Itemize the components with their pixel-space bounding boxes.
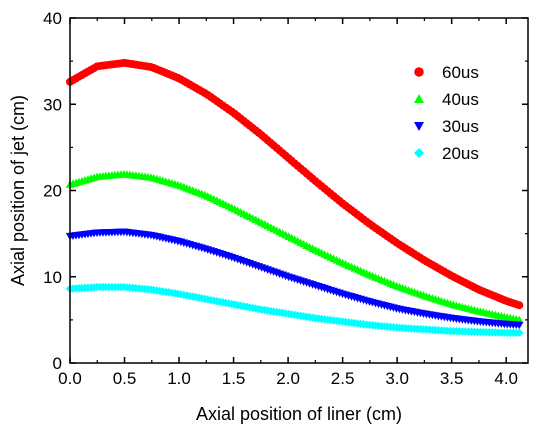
y-tick-label: 20 <box>43 182 62 201</box>
data-point <box>515 328 524 338</box>
axes: 0.0 0.5 1.0 1.5 2.0 2.5 3.0 3.5 4.0 0 10 20 30 40 <box>43 9 529 388</box>
plot-area <box>65 58 524 338</box>
x-tick-label: 4.0 <box>494 369 518 388</box>
y-tick-label: 0 <box>53 354 62 373</box>
series-60us <box>66 58 524 310</box>
legend-label: 30us <box>442 117 479 136</box>
legend-item: 40us <box>414 90 479 109</box>
legend-label: 40us <box>442 90 479 109</box>
x-tick-label: 1.0 <box>167 369 191 388</box>
x-tick-label: 0.0 <box>58 369 82 388</box>
x-tick-label: 3.0 <box>385 369 409 388</box>
data-point <box>515 321 524 330</box>
legend-marker <box>414 148 424 158</box>
x-tick-label: 2.5 <box>331 369 355 388</box>
legend-item: 60us <box>414 63 479 82</box>
legend: 60us 40us 30us 20us <box>414 63 479 163</box>
x-tick-label: 1.5 <box>222 369 246 388</box>
data-point <box>515 301 524 310</box>
y-tick-label: 40 <box>43 9 62 28</box>
y-tick-label: 10 <box>43 268 62 287</box>
series-20us <box>65 282 524 338</box>
x-tick-label: 3.5 <box>440 369 464 388</box>
legend-label: 20us <box>442 144 479 163</box>
x-tick-label: 0.5 <box>113 369 137 388</box>
series-30us <box>65 228 524 330</box>
y-tick-label: 30 <box>43 95 62 114</box>
x-tick-label: 2.0 <box>276 369 300 388</box>
legend-marker <box>414 122 424 131</box>
legend-marker <box>414 67 424 77</box>
legend-marker <box>414 94 424 103</box>
legend-item: 20us <box>414 144 479 163</box>
legend-label: 60us <box>442 63 479 82</box>
series-40us <box>65 169 524 324</box>
x-axis-title: Axial position of liner (cm) <box>196 404 402 424</box>
y-axis-title: Axial position of jet (cm) <box>8 95 28 286</box>
legend-item: 30us <box>414 117 479 136</box>
